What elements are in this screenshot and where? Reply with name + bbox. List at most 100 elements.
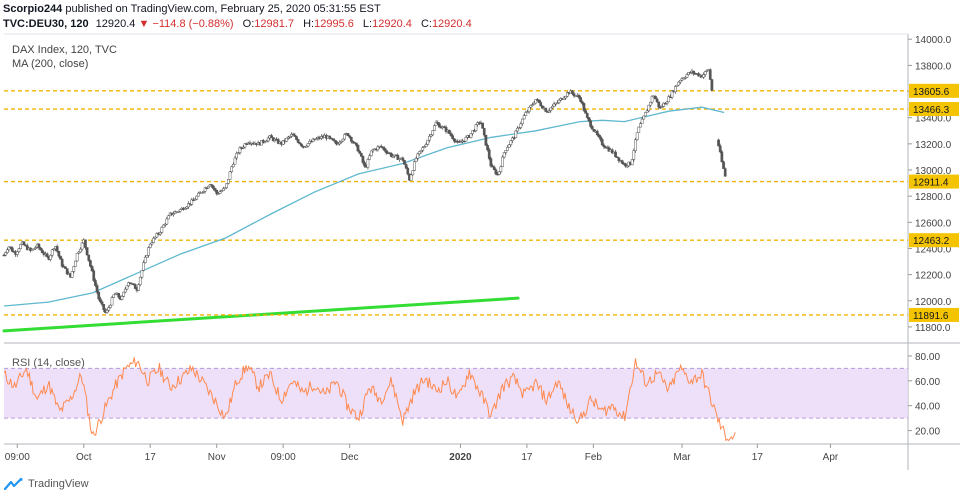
rsi-y-tick-label: 60.00 — [915, 377, 940, 388]
level-label-bg — [909, 83, 959, 98]
candle-body — [19, 244, 22, 250]
candle-body — [624, 163, 627, 167]
candle-body — [97, 291, 101, 300]
candle-body — [72, 266, 76, 272]
candle-body — [654, 95, 657, 100]
candle-body — [421, 147, 425, 151]
candle-body — [524, 112, 528, 116]
candle-body — [639, 123, 642, 128]
candle-body — [105, 309, 109, 313]
candle-body — [85, 247, 89, 256]
symbol-name: TVC:DEU30, 120 — [3, 18, 89, 30]
ma-line — [3, 106, 725, 307]
level-label-bg — [909, 307, 959, 322]
candle-body — [665, 101, 669, 104]
candle-body — [584, 110, 587, 114]
candle-body — [291, 133, 295, 136]
candle-body — [15, 251, 19, 255]
candle-body — [354, 142, 358, 146]
candle-body — [185, 206, 189, 209]
candle-body — [677, 81, 681, 86]
candle-body — [147, 247, 150, 256]
candle-body — [110, 297, 114, 306]
candle-body — [288, 136, 292, 138]
candle-body — [718, 145, 722, 153]
candle-body — [381, 146, 385, 149]
close-value: 12920.4 — [431, 18, 472, 30]
candle-body — [331, 138, 335, 141]
candle-body — [411, 170, 415, 176]
candle-body — [499, 166, 503, 172]
candle-body — [225, 183, 229, 188]
candle-body — [521, 118, 524, 125]
x-tick-label: 09:00 — [5, 452, 30, 463]
candle-body — [100, 301, 104, 305]
candle-body — [614, 151, 617, 157]
candle-body — [635, 132, 639, 141]
candle-body — [356, 144, 360, 152]
candle-body — [64, 266, 67, 269]
candle-body — [720, 151, 724, 163]
x-tick-label: Mar — [673, 452, 691, 463]
candle-body — [504, 150, 508, 153]
candle-body — [512, 137, 516, 139]
candle-body — [384, 150, 388, 153]
candle-body — [40, 249, 44, 254]
candle-body — [670, 90, 674, 98]
rsi-line — [3, 357, 736, 442]
candle-body — [602, 144, 606, 148]
candle-body — [17, 248, 21, 252]
footer-branding[interactable]: TradingView — [4, 478, 89, 490]
candle-body — [212, 185, 215, 189]
candle-body — [383, 147, 386, 151]
candle-body — [507, 144, 511, 148]
x-tick-label: Oct — [76, 452, 92, 463]
candle-body — [492, 166, 496, 170]
candle-body — [544, 107, 548, 112]
high-value: 12995.6 — [314, 18, 354, 30]
candle-body — [197, 192, 200, 197]
x-tick-label: Feb — [585, 452, 603, 463]
candle-body — [494, 169, 498, 175]
candle-body — [547, 110, 551, 113]
rsi-y-tick-label: 80.00 — [915, 352, 940, 363]
open-value: 12981.7 — [254, 18, 295, 30]
candle-body — [285, 137, 288, 142]
candle-body — [167, 215, 170, 220]
publisher-name[interactable]: Scorpio244 — [3, 3, 63, 15]
candle-body — [451, 135, 455, 139]
candle-body — [489, 158, 493, 167]
y-tick-label: 11800.0 — [915, 323, 951, 334]
candle-body — [396, 155, 400, 160]
candle-body — [549, 107, 553, 111]
candle-body — [645, 110, 649, 113]
candle-body — [341, 138, 345, 142]
candle-body — [276, 139, 280, 144]
candle-body — [213, 188, 217, 191]
candle-body — [59, 255, 62, 260]
candle-body — [202, 191, 205, 193]
candle-body — [368, 155, 371, 160]
candle-body — [582, 103, 586, 111]
candle-body — [464, 137, 468, 142]
candle-body — [92, 270, 96, 281]
candle-body — [487, 149, 491, 159]
candle-body — [482, 128, 486, 136]
candle-body — [338, 141, 342, 145]
x-tick-label: 2020 — [449, 452, 472, 463]
candle-body — [236, 152, 240, 154]
candle-body — [632, 150, 636, 160]
open-label: O: — [242, 18, 255, 30]
candle-body — [228, 171, 232, 180]
ma-legend: MA (200, close) — [12, 58, 89, 70]
candle-body — [678, 80, 682, 83]
candle-body — [107, 307, 111, 311]
candle-body — [708, 69, 712, 80]
y-tick-label: 13800.0 — [915, 61, 952, 72]
candle-body — [305, 145, 308, 148]
level-label-bg — [909, 233, 959, 248]
candle-body — [660, 106, 664, 108]
x-tick-label: 17 — [145, 452, 157, 463]
candle-body — [539, 102, 543, 107]
